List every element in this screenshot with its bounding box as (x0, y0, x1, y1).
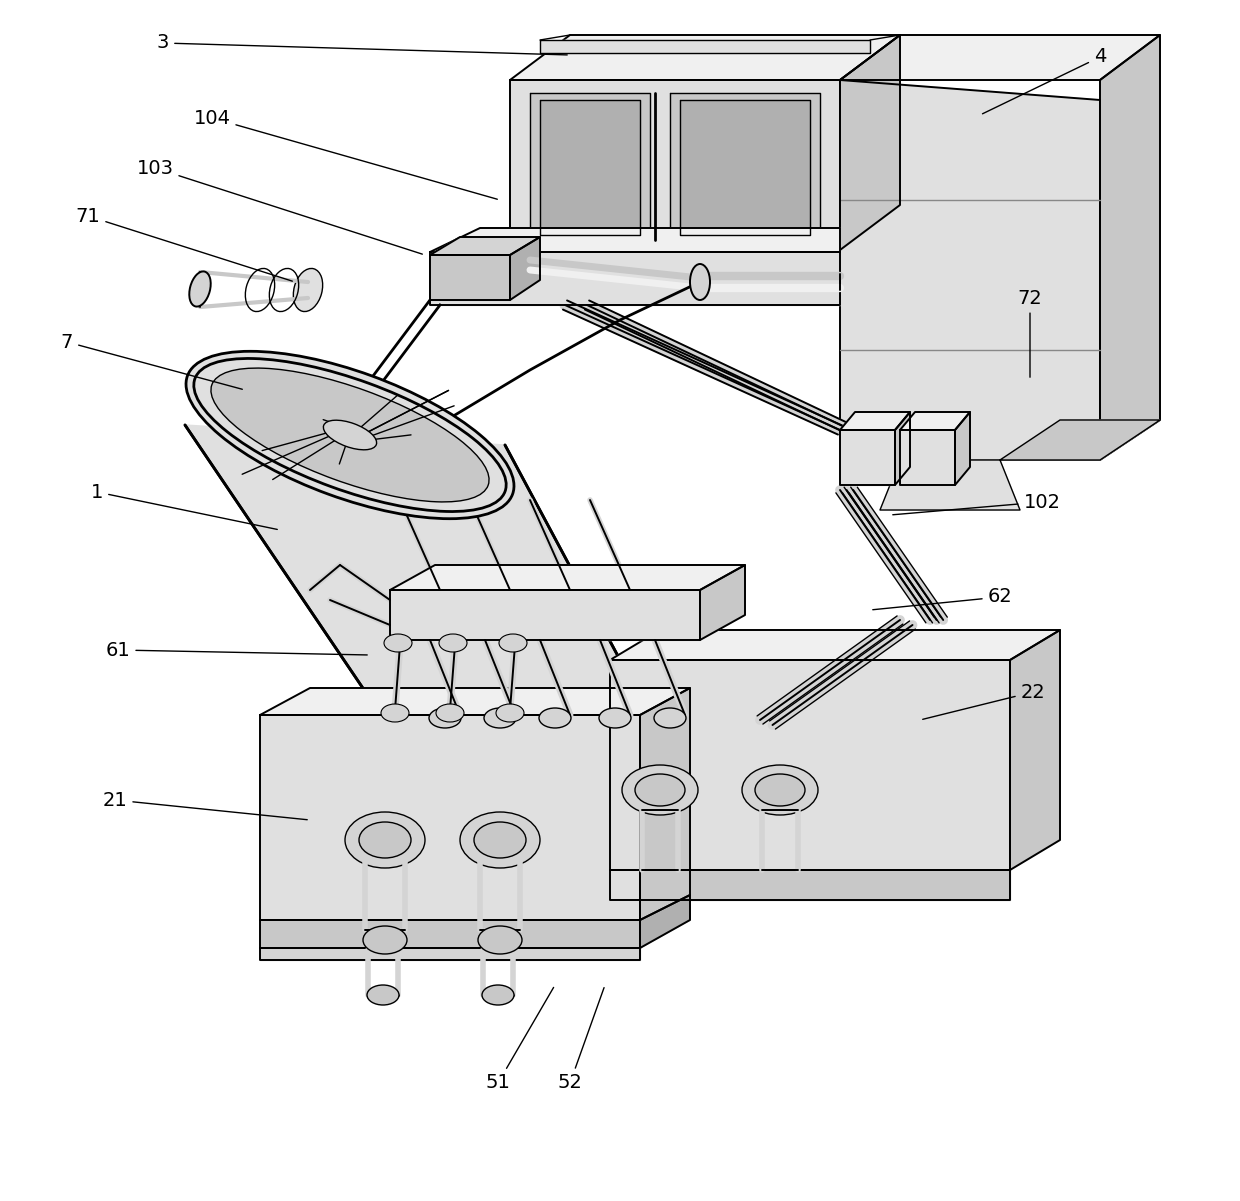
Ellipse shape (496, 704, 525, 722)
Ellipse shape (653, 709, 686, 728)
Ellipse shape (324, 420, 377, 450)
Ellipse shape (474, 821, 526, 858)
Polygon shape (1100, 35, 1159, 460)
Polygon shape (670, 92, 820, 240)
Ellipse shape (635, 773, 684, 806)
Ellipse shape (689, 264, 711, 300)
Polygon shape (900, 430, 955, 485)
Ellipse shape (429, 709, 461, 728)
Polygon shape (430, 252, 839, 305)
Polygon shape (185, 425, 694, 800)
Ellipse shape (539, 709, 570, 728)
Polygon shape (430, 228, 839, 252)
Ellipse shape (622, 765, 698, 815)
Text: 102: 102 (893, 492, 1060, 515)
Ellipse shape (482, 985, 515, 1005)
Text: 104: 104 (193, 108, 497, 199)
Ellipse shape (477, 926, 522, 954)
Polygon shape (260, 920, 640, 948)
Polygon shape (610, 661, 1011, 870)
Ellipse shape (484, 709, 516, 728)
Text: 62: 62 (873, 587, 1012, 610)
Text: 22: 22 (923, 682, 1045, 719)
Polygon shape (610, 870, 1011, 900)
Polygon shape (260, 715, 640, 920)
Ellipse shape (384, 634, 412, 652)
Ellipse shape (360, 821, 410, 858)
Polygon shape (529, 92, 650, 240)
Ellipse shape (345, 812, 425, 868)
Text: 7: 7 (61, 333, 242, 389)
Text: 21: 21 (103, 790, 308, 820)
Text: 3: 3 (156, 34, 567, 55)
Ellipse shape (381, 704, 409, 722)
Polygon shape (680, 100, 810, 235)
Ellipse shape (460, 812, 539, 868)
Ellipse shape (755, 773, 805, 806)
Polygon shape (839, 35, 1159, 80)
Polygon shape (839, 430, 895, 485)
Polygon shape (701, 564, 745, 640)
Polygon shape (391, 590, 701, 640)
Polygon shape (430, 255, 510, 300)
Polygon shape (510, 80, 839, 250)
Polygon shape (391, 564, 745, 590)
Polygon shape (895, 412, 910, 485)
Polygon shape (510, 35, 900, 80)
Text: 51: 51 (486, 987, 553, 1093)
Polygon shape (955, 412, 970, 485)
Polygon shape (430, 237, 539, 255)
Polygon shape (880, 460, 1021, 510)
Polygon shape (260, 948, 640, 960)
Ellipse shape (193, 358, 506, 512)
Ellipse shape (363, 926, 407, 954)
Polygon shape (839, 35, 900, 250)
Text: 4: 4 (982, 48, 1106, 114)
Polygon shape (610, 631, 1060, 661)
Ellipse shape (294, 269, 322, 311)
Polygon shape (510, 237, 539, 300)
Ellipse shape (436, 704, 464, 722)
Polygon shape (900, 412, 970, 430)
Ellipse shape (186, 352, 515, 519)
Polygon shape (839, 412, 910, 430)
Text: 72: 72 (1018, 288, 1043, 377)
Ellipse shape (599, 709, 631, 728)
Ellipse shape (742, 765, 818, 815)
Ellipse shape (367, 985, 399, 1005)
Ellipse shape (423, 718, 698, 861)
Text: 52: 52 (558, 987, 604, 1093)
Text: 1: 1 (91, 483, 278, 530)
Polygon shape (640, 688, 689, 920)
Polygon shape (640, 895, 689, 948)
Ellipse shape (190, 271, 211, 306)
Polygon shape (260, 688, 689, 715)
Ellipse shape (211, 368, 489, 502)
Text: 71: 71 (76, 207, 293, 281)
Polygon shape (839, 80, 1100, 460)
Polygon shape (1011, 631, 1060, 870)
Polygon shape (539, 40, 870, 53)
Text: 103: 103 (136, 159, 423, 255)
Ellipse shape (498, 634, 527, 652)
Polygon shape (539, 100, 640, 235)
Polygon shape (999, 420, 1159, 460)
Ellipse shape (439, 634, 467, 652)
Text: 61: 61 (105, 640, 367, 659)
